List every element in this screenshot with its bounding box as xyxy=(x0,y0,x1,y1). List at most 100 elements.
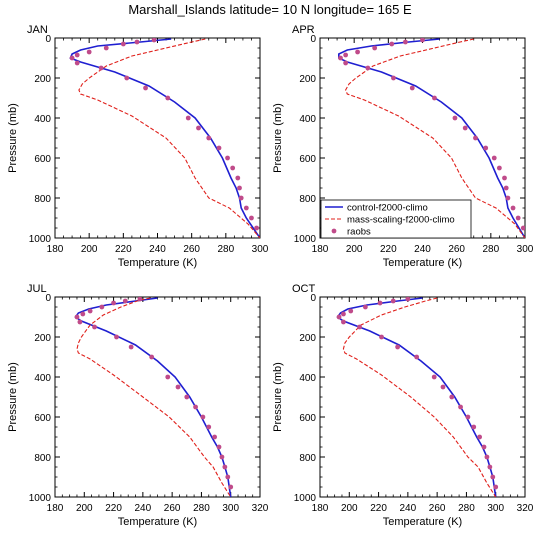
x-tick-label: 260 xyxy=(448,244,465,255)
raobs-point xyxy=(452,115,458,121)
raobs-point xyxy=(405,297,411,302)
y-tick-label: 0 xyxy=(310,293,316,304)
raobs-point xyxy=(515,215,521,221)
series-control-line xyxy=(69,38,260,238)
raobs-point xyxy=(235,175,241,181)
y-tick-label: 800 xyxy=(299,194,316,205)
raobs-point xyxy=(143,85,148,91)
series-mass-scaling-line xyxy=(78,38,260,238)
raobs-point xyxy=(185,115,191,121)
panel-jul-frame xyxy=(54,296,261,498)
raobs-point xyxy=(222,464,228,470)
raobs-point xyxy=(87,308,93,314)
raobs-point xyxy=(465,414,471,420)
raobs-point xyxy=(395,344,401,350)
x-tick-label: 240 xyxy=(149,244,166,255)
raobs-point xyxy=(496,165,502,171)
raobs-point xyxy=(503,185,509,191)
raobs-point xyxy=(80,311,86,317)
raobs-point xyxy=(458,404,463,410)
raobs-point xyxy=(149,354,155,360)
panel-jan-plot-area xyxy=(69,38,260,238)
legend-swatch-raobs xyxy=(331,228,337,234)
x-tick-label: 300 xyxy=(252,244,269,255)
raobs-point xyxy=(212,434,218,440)
y-tick-label: 600 xyxy=(299,413,316,424)
x-axis-label: Temperature (K) xyxy=(118,257,197,269)
raobs-point xyxy=(175,384,181,390)
raobs-point xyxy=(440,384,446,390)
legend-label: control-f2000-climo xyxy=(347,203,428,214)
raobs-point xyxy=(348,308,354,314)
y-tick-label: 200 xyxy=(34,333,51,344)
raobs-point xyxy=(124,75,130,81)
series-raobs xyxy=(74,297,234,490)
y-axis-label: Pressure (mb) xyxy=(7,103,19,173)
x-tick-label: 320 xyxy=(517,503,534,514)
x-tick-label: 300 xyxy=(222,503,239,514)
x-tick-label: 280 xyxy=(217,244,234,255)
raobs-point xyxy=(484,454,490,460)
y-tick-label: 600 xyxy=(34,413,51,424)
raobs-point xyxy=(184,394,190,400)
x-tick-label: 260 xyxy=(183,244,200,255)
raobs-point xyxy=(372,45,378,51)
legend: control-f2000-climomass-scaling-f2000-cl… xyxy=(320,199,472,239)
y-tick-label: 800 xyxy=(299,453,316,464)
raobs-point xyxy=(471,424,477,430)
x-tick-label: 280 xyxy=(193,503,210,514)
y-tick-label: 400 xyxy=(34,114,51,125)
legend-label: mass-scaling-f2000-climo xyxy=(347,215,455,226)
x-tick-label: 180 xyxy=(47,244,64,255)
legend-box xyxy=(320,199,472,239)
raobs-point xyxy=(409,85,415,91)
series-raobs xyxy=(338,38,525,231)
raobs-point xyxy=(254,225,259,231)
raobs-point xyxy=(92,324,97,330)
raobs-point xyxy=(490,474,496,480)
raobs-point xyxy=(338,55,343,61)
raobs-point xyxy=(225,474,231,480)
y-tick-label: 200 xyxy=(34,74,51,85)
raobs-point xyxy=(228,484,234,490)
y-tick-label: 0 xyxy=(45,293,51,304)
raobs-point xyxy=(86,49,92,55)
x-tick-label: 240 xyxy=(400,503,417,514)
figure-title: Marshall_Islands latitude= 10 N longitud… xyxy=(128,2,412,17)
y-axis-label: Pressure (mb) xyxy=(272,362,284,432)
raobs-point xyxy=(336,314,342,320)
raobs-point xyxy=(520,225,525,231)
y-tick-label: 0 xyxy=(45,34,51,45)
panel-jul: 180 200 220 240 260 280 300 320 0 200 400 600 800 100… xyxy=(7,283,269,528)
x-tick-label: 240 xyxy=(135,503,152,514)
raobs-point xyxy=(341,319,346,325)
panel-title: JUL xyxy=(27,283,47,295)
raobs-point xyxy=(238,195,244,201)
raobs-point xyxy=(69,55,75,61)
x-tick-label: 220 xyxy=(370,503,387,514)
series-mass-scaling-line xyxy=(342,297,497,497)
x-tick-label: 220 xyxy=(115,244,132,255)
raobs-point xyxy=(377,300,383,306)
raobs-point xyxy=(502,175,507,181)
raobs-point xyxy=(391,75,396,81)
panel-jan: 180 200 220 240 260 280 300 0 200 400 600 800 1000 Te… xyxy=(7,24,269,269)
y-tick-label: 200 xyxy=(299,74,316,85)
raobs-point xyxy=(103,45,109,51)
raobs-point xyxy=(206,424,212,430)
raobs-point xyxy=(343,52,349,58)
raobs-point xyxy=(249,215,254,221)
raobs-point xyxy=(230,165,236,171)
raobs-point xyxy=(237,185,242,191)
x-tick-label: 280 xyxy=(458,503,475,514)
raobs-point xyxy=(74,314,80,320)
y-tick-label: 1000 xyxy=(29,234,52,245)
raobs-point xyxy=(431,374,437,380)
raobs-point xyxy=(357,324,362,330)
raobs-point xyxy=(420,38,425,43)
raobs-point xyxy=(403,39,408,45)
raobs-point xyxy=(151,38,157,43)
x-axis-label: Temperature (K) xyxy=(383,257,462,269)
panel-apr-plot-area xyxy=(337,38,525,238)
